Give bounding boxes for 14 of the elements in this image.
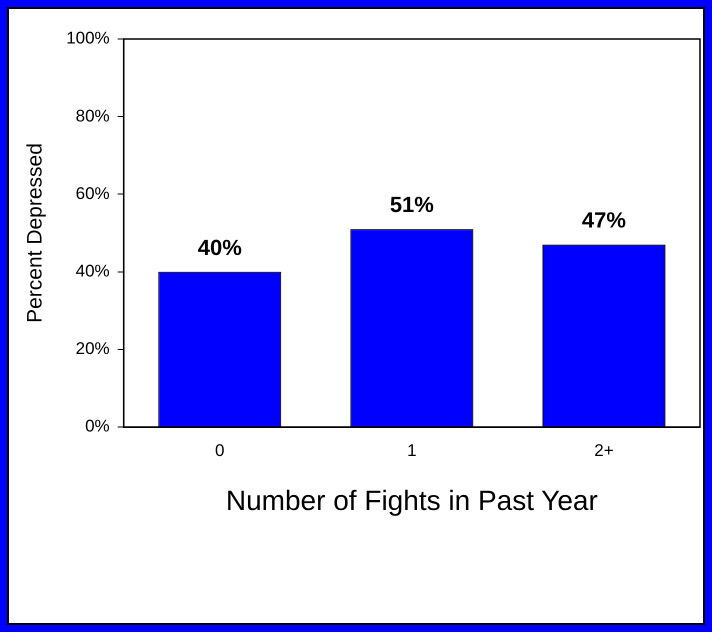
y-tick-label: 40%: [76, 261, 110, 280]
x-tick-label: 0: [215, 440, 224, 460]
x-tick-label: 2+: [594, 440, 614, 460]
data-label: 47%: [582, 208, 626, 233]
y-tick-label: 20%: [76, 339, 110, 358]
y-tick-label: 80%: [76, 106, 110, 126]
y-tick-label: 0%: [85, 416, 110, 436]
y-tick-label: 100%: [66, 28, 110, 48]
y-axis-title: Percent Depressed: [23, 143, 46, 323]
x-axis-title: Number of Fights in Past Year: [226, 484, 598, 516]
data-label: 51%: [390, 192, 434, 218]
y-tick-label: 60%: [76, 184, 110, 203]
data-label: 40%: [198, 234, 242, 260]
x-tick-label: 1: [407, 440, 417, 460]
